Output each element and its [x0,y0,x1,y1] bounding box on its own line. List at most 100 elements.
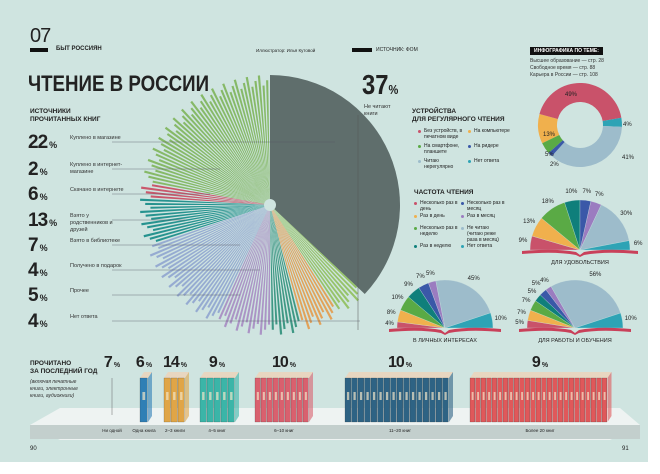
book-label [304,392,307,400]
legend-item: Раз в день [414,213,458,219]
legend-label: Несколько раз в месяц [467,200,505,212]
pie-slice-ray [270,205,324,319]
pie-slice-ray [270,205,311,330]
year-percent-value: 7 [103,354,113,371]
legend-label: Раз в день [420,213,445,219]
percent-sign: % [180,362,188,369]
sources-heading-line: ПРОЧИТАННЫХ КНИГ [30,116,101,123]
book-top [390,372,401,378]
book-label [366,392,369,400]
pie-slice-ray [191,205,270,304]
pie-slice-ray [181,115,270,205]
fan-value-label: 10% [494,315,507,322]
pie-slice-ray [150,195,270,205]
pie-slice-ray [240,205,270,327]
book-label [405,392,408,400]
book-top [207,372,218,378]
fan-slice [579,240,631,251]
book-top [371,372,382,378]
pie-slice-ray [168,205,270,288]
pie-slice-ray [262,85,270,205]
donut-value-label: 2% [550,162,559,168]
fan-value-label: 9% [518,238,528,245]
year-percent: 10% [388,353,412,373]
book-top [530,372,540,378]
book-top [397,372,408,378]
pie-slice-ray [152,147,270,205]
pie-slice-ray [205,205,270,319]
pie-slice-ray [151,205,270,220]
legend-swatch [461,214,464,218]
frequency-heading: ЧАСТОТА ЧТЕНИЯ [414,189,474,196]
book-top [178,372,189,378]
pie-slice-ray [155,169,270,205]
pie-slice-ray [198,205,270,302]
book-label [488,392,491,400]
year-percent: 9% [532,353,548,373]
percent-sign: % [388,82,399,97]
section-bar [30,48,48,52]
related-item[interactable]: Карьера в России — стр. 108 [530,72,598,78]
pie-slice-ray [270,205,315,317]
fan-value-label: 5% [531,280,541,287]
year-percent-value: 9 [531,354,541,371]
book-label [559,392,562,400]
pie-slice-ray [270,205,289,324]
book-label [230,392,233,400]
legend-label: Нет ответа [474,158,500,164]
pie-slice-ray [270,205,313,324]
percent-sign: % [39,319,48,329]
source-item: 4% [28,261,48,281]
open-book-base [389,327,501,335]
pie-slice-ray [190,100,270,205]
year-percent-value: 10 [387,354,405,371]
book-label [510,392,513,400]
pie-slice-ray [155,205,270,268]
book-label [570,392,573,400]
pie-slice-ray [251,86,270,205]
pie-slice-ray [151,164,270,205]
book-top [285,372,295,378]
book-label [537,392,540,400]
year-category-label: 4–5 книг [208,428,226,433]
pie-slice-ray [158,159,270,205]
fan-value-label: 7% [582,188,592,195]
book-side [309,372,313,422]
book-label [209,392,212,400]
pie-slice-ray [173,123,270,205]
pie-slice-ray [145,205,270,217]
fan-value-label: 7% [594,191,604,198]
book-label [274,392,277,400]
book-label [565,392,568,400]
legend-item: На компьютере [468,128,516,134]
book-side [185,372,189,422]
sources-heading-line: ИСТОЧНИКИ [30,108,71,115]
book-top [585,372,595,378]
devices-heading: УСТРОЙСТВА ДЛЯ РЕГУЛЯРНОГО ЧТЕНИЯ [412,108,505,124]
fan-value-label: 10% [624,315,637,322]
pie-slice-ray [270,205,335,308]
related-item[interactable]: Высшее образование — стр. 28 [530,58,604,64]
legend-label: На компьютере [474,128,510,134]
open-book-base [519,327,631,335]
fan-value-label: 7% [415,274,425,281]
book-label [262,392,265,400]
legend-swatch [468,159,471,163]
related-item[interactable]: Свободное время — стр. 88 [530,65,596,71]
legend-label: Без устройств, в печатном виде [424,128,463,140]
book-top [492,372,502,378]
pie-slice-ray [229,91,270,205]
book-label [543,392,546,400]
book-top [519,372,529,378]
book-side [235,372,239,422]
fan-value-label: 10% [391,295,404,302]
pie-slice-ray [234,205,270,320]
book-top [596,372,606,378]
source-label: Прочее [70,288,89,294]
book-label [359,392,363,400]
pie-slice-ray [270,205,325,313]
source-label: Нет ответа [70,314,98,320]
pie-slice-ray [210,88,270,205]
legend-swatch [414,201,417,205]
year-percent: 6% [136,353,152,373]
